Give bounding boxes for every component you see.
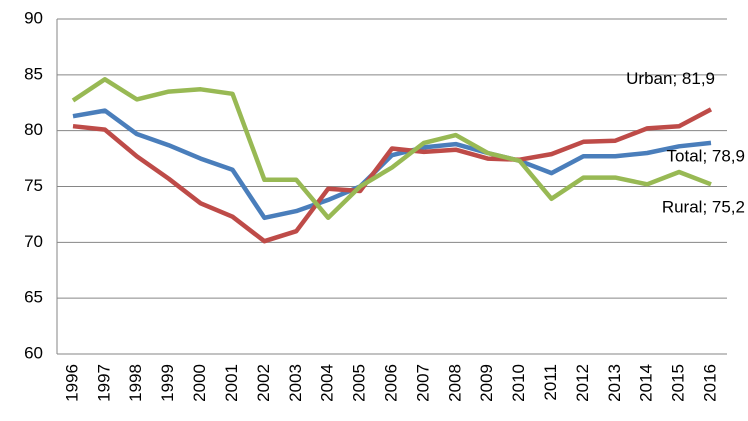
- y-tick-label: 80: [24, 120, 43, 139]
- x-tick-label: 2010: [509, 364, 528, 402]
- x-tick-label: 2014: [637, 364, 656, 402]
- x-tick-label: 2008: [445, 364, 464, 402]
- y-tick-label: 70: [24, 232, 43, 251]
- line-series: [72, 108, 712, 221]
- y-tick-label: 85: [24, 64, 43, 83]
- x-tick-label: 1998: [126, 364, 145, 402]
- x-tick-label: 2005: [350, 364, 369, 402]
- x-tick-label: 2009: [477, 364, 496, 402]
- y-tick-label: 60: [24, 343, 43, 362]
- x-tick-label: 2007: [413, 364, 432, 402]
- data-label: Total; 78,9: [667, 146, 745, 165]
- x-tick-label: 2006: [381, 364, 400, 402]
- y-tick-label: 90: [24, 8, 43, 27]
- x-tick-label: 1997: [94, 364, 113, 402]
- x-tick-label: 2002: [254, 364, 273, 402]
- x-tick-label: 2013: [605, 364, 624, 402]
- x-tick-label: 2012: [573, 364, 592, 402]
- x-tick-label: 1999: [158, 364, 177, 402]
- x-tick-label: 2011: [541, 364, 560, 401]
- x-tick-label: 2016: [701, 364, 720, 402]
- data-label: Urban; 81,9: [626, 69, 715, 88]
- data-label: Rural; 75,2: [662, 197, 745, 216]
- line-series: [72, 107, 713, 244]
- line-series: [71, 77, 712, 221]
- x-tick-label: 2015: [669, 364, 688, 402]
- x-tick-label: 2003: [286, 364, 305, 402]
- x-tick-label: 2000: [190, 364, 209, 402]
- x-tick-label: 2001: [222, 364, 241, 402]
- y-tick-label: 75: [24, 176, 43, 195]
- x-tick-label: 1996: [62, 364, 81, 402]
- y-tick-label: 65: [24, 288, 43, 307]
- x-tick-label: 2004: [318, 364, 337, 402]
